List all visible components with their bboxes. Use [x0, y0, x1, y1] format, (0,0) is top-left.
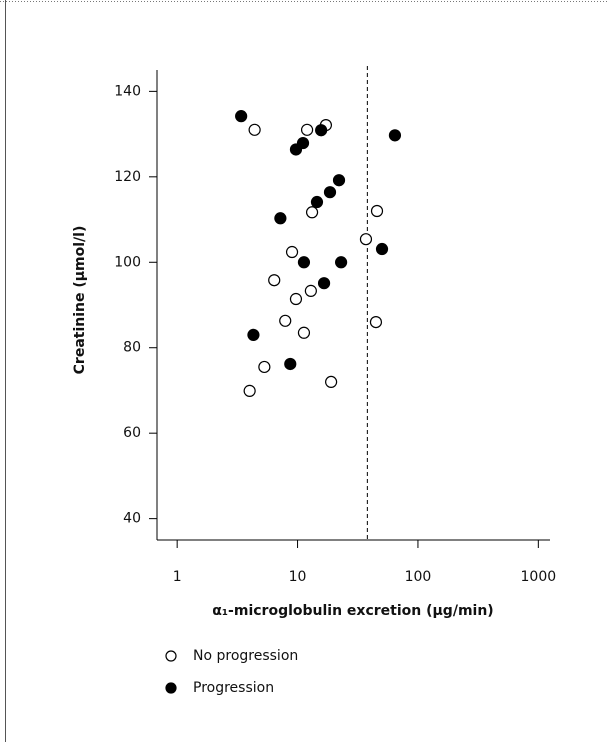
point [369, 315, 383, 329]
x-tick-label: 1 [173, 569, 182, 585]
x-axis-title: α₁-microglobulin excretion (µg/min) [212, 603, 493, 619]
point [243, 384, 256, 397]
point [297, 256, 311, 269]
y-tick-label: 120 [114, 169, 141, 185]
y-tick-label: 60 [123, 425, 141, 441]
point [310, 195, 324, 209]
point [268, 274, 281, 287]
point [258, 360, 271, 374]
point [289, 143, 303, 156]
point [279, 314, 292, 327]
point [297, 326, 311, 339]
legend-label: No progression [193, 648, 298, 664]
x-tick-label: 10 [289, 569, 307, 585]
point [247, 328, 260, 342]
y-tick-label: 80 [123, 340, 141, 356]
point [289, 292, 303, 306]
legend-label: Progression [193, 680, 274, 696]
point [359, 233, 373, 246]
point [315, 124, 328, 137]
point [285, 245, 299, 259]
x-tick-label: 100 [405, 569, 432, 585]
y-tick-label: 40 [123, 511, 141, 527]
point [284, 357, 297, 371]
point [388, 129, 402, 142]
point [274, 212, 287, 225]
point [325, 375, 338, 389]
point [304, 284, 317, 297]
point [335, 256, 348, 269]
point [235, 110, 248, 123]
y-tick-label: 100 [114, 254, 141, 270]
y-axis-title: Creatinine (µmol/l) [72, 226, 88, 375]
point [323, 186, 337, 199]
point [305, 206, 319, 219]
point [248, 123, 261, 136]
point [332, 174, 346, 187]
legend-marker [165, 650, 177, 662]
legend-marker [165, 682, 177, 694]
point [375, 242, 389, 256]
point [317, 277, 331, 290]
y-tick-label: 140 [114, 83, 141, 99]
point [370, 204, 384, 218]
point [300, 123, 314, 136]
x-tick-label: 1000 [521, 569, 557, 585]
